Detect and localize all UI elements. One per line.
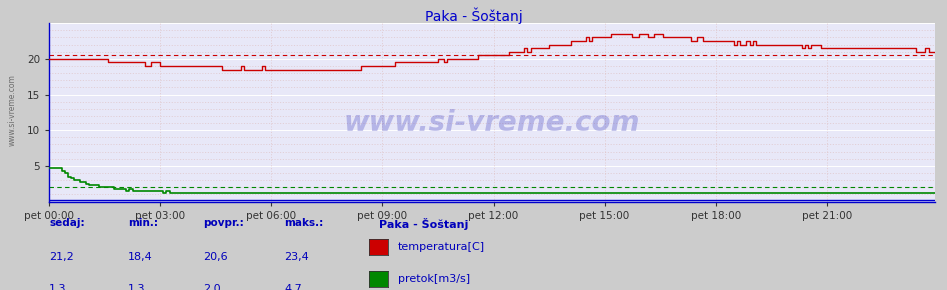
Text: min.:: min.:: [128, 218, 158, 227]
Text: 2,0: 2,0: [204, 284, 222, 290]
Text: www.si-vreme.com: www.si-vreme.com: [8, 74, 17, 146]
Text: 23,4: 23,4: [284, 252, 309, 262]
Text: www.si-vreme.com: www.si-vreme.com: [344, 109, 640, 137]
Text: maks.:: maks.:: [284, 218, 323, 227]
Text: 21,2: 21,2: [49, 252, 74, 262]
Text: 1,3: 1,3: [49, 284, 66, 290]
Text: 20,6: 20,6: [204, 252, 228, 262]
Text: povpr.:: povpr.:: [204, 218, 244, 227]
Text: 18,4: 18,4: [128, 252, 152, 262]
Text: pretok[m3/s]: pretok[m3/s]: [398, 274, 470, 284]
Text: temperatura[C]: temperatura[C]: [398, 242, 485, 252]
Text: sedaj:: sedaj:: [49, 218, 85, 227]
Text: 4,7: 4,7: [284, 284, 302, 290]
Text: Paka - Šoštanj: Paka - Šoštanj: [379, 218, 468, 229]
Text: 1,3: 1,3: [128, 284, 145, 290]
Text: Paka - Šoštanj: Paka - Šoštanj: [424, 7, 523, 24]
